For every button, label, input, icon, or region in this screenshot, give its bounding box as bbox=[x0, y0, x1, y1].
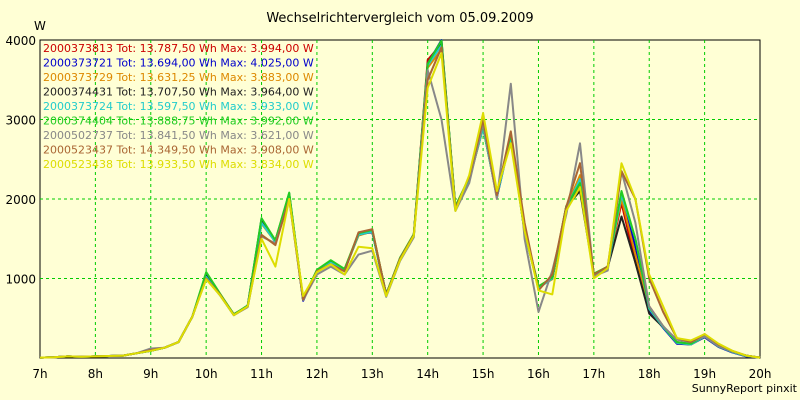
x-axis-ticks: 7h 8h 9h 10h 11h 12h 13h 14h 15h 16h 17h 18h 19h 20h bbox=[32, 367, 771, 381]
x-tick-label: 17h bbox=[582, 367, 605, 381]
y-tick-label: 2000 bbox=[5, 193, 36, 207]
x-tick-label: 19h bbox=[693, 367, 716, 381]
legend-entry-1: 2000373813 Tot: 13.787,50 Wh Max: 3.994,… bbox=[43, 42, 314, 55]
x-tick-label: 13h bbox=[361, 367, 384, 381]
legend-entry-4: 2000374431 Tot: 13.707,50 Wh Max: 3.964,… bbox=[43, 86, 314, 99]
series-lines bbox=[39, 39, 761, 359]
x-tick-label: 10h bbox=[195, 367, 218, 381]
chart-title: Wechselrichtervergleich vom 05.09.2009 bbox=[266, 11, 533, 26]
x-tick-label: 7h bbox=[32, 367, 47, 381]
y-axis-ticks: 1000 2000 3000 4000 bbox=[5, 34, 36, 287]
y-axis-label: W bbox=[34, 19, 46, 33]
x-tick-label: 14h bbox=[416, 367, 439, 381]
credit-text: SunnyReport pinxit bbox=[692, 382, 798, 395]
x-tick-label: 15h bbox=[472, 367, 495, 381]
legend-entry-5: 2000373724 Tot: 13.597,50 Wh Max: 3.933,… bbox=[43, 100, 314, 113]
legend-entry-7: 2000502737 Tot: 13.841,50 Wh Max: 3.621,… bbox=[43, 129, 314, 142]
legend-entry-9: 2000523438 Tot: 13.933,50 Wh Max: 3.834,… bbox=[43, 158, 314, 171]
legend-entry-8: 2000523437 Tot: 14.349,50 Wh Max: 3.908,… bbox=[43, 144, 314, 157]
legend-entry-6: 2000374404 Tot: 13.888,75 Wh Max: 3.992,… bbox=[43, 115, 314, 128]
legend: 2000373813 Tot: 13.787,50 Wh Max: 3.994,… bbox=[43, 42, 314, 171]
x-tick-label: 18h bbox=[638, 367, 661, 381]
x-tick-label: 11h bbox=[250, 367, 273, 381]
y-tick-label: 1000 bbox=[5, 273, 36, 287]
y-tick-label: 4000 bbox=[5, 34, 36, 48]
x-tick-label: 20h bbox=[749, 367, 772, 381]
legend-entry-2: 2000373721 Tot: 13.694,00 Wh Max: 4.025,… bbox=[43, 57, 314, 70]
x-tick-label: 16h bbox=[527, 367, 550, 381]
series-line-9 bbox=[39, 52, 761, 359]
grid-lines bbox=[40, 40, 760, 358]
x-tick-label: 8h bbox=[88, 367, 103, 381]
x-tick-label: 12h bbox=[305, 367, 328, 381]
legend-entry-3: 2000373729 Tot: 13.631,25 Wh Max: 3.883,… bbox=[43, 71, 314, 84]
y-tick-label: 3000 bbox=[5, 114, 36, 128]
x-tick-label: 9h bbox=[143, 367, 158, 381]
